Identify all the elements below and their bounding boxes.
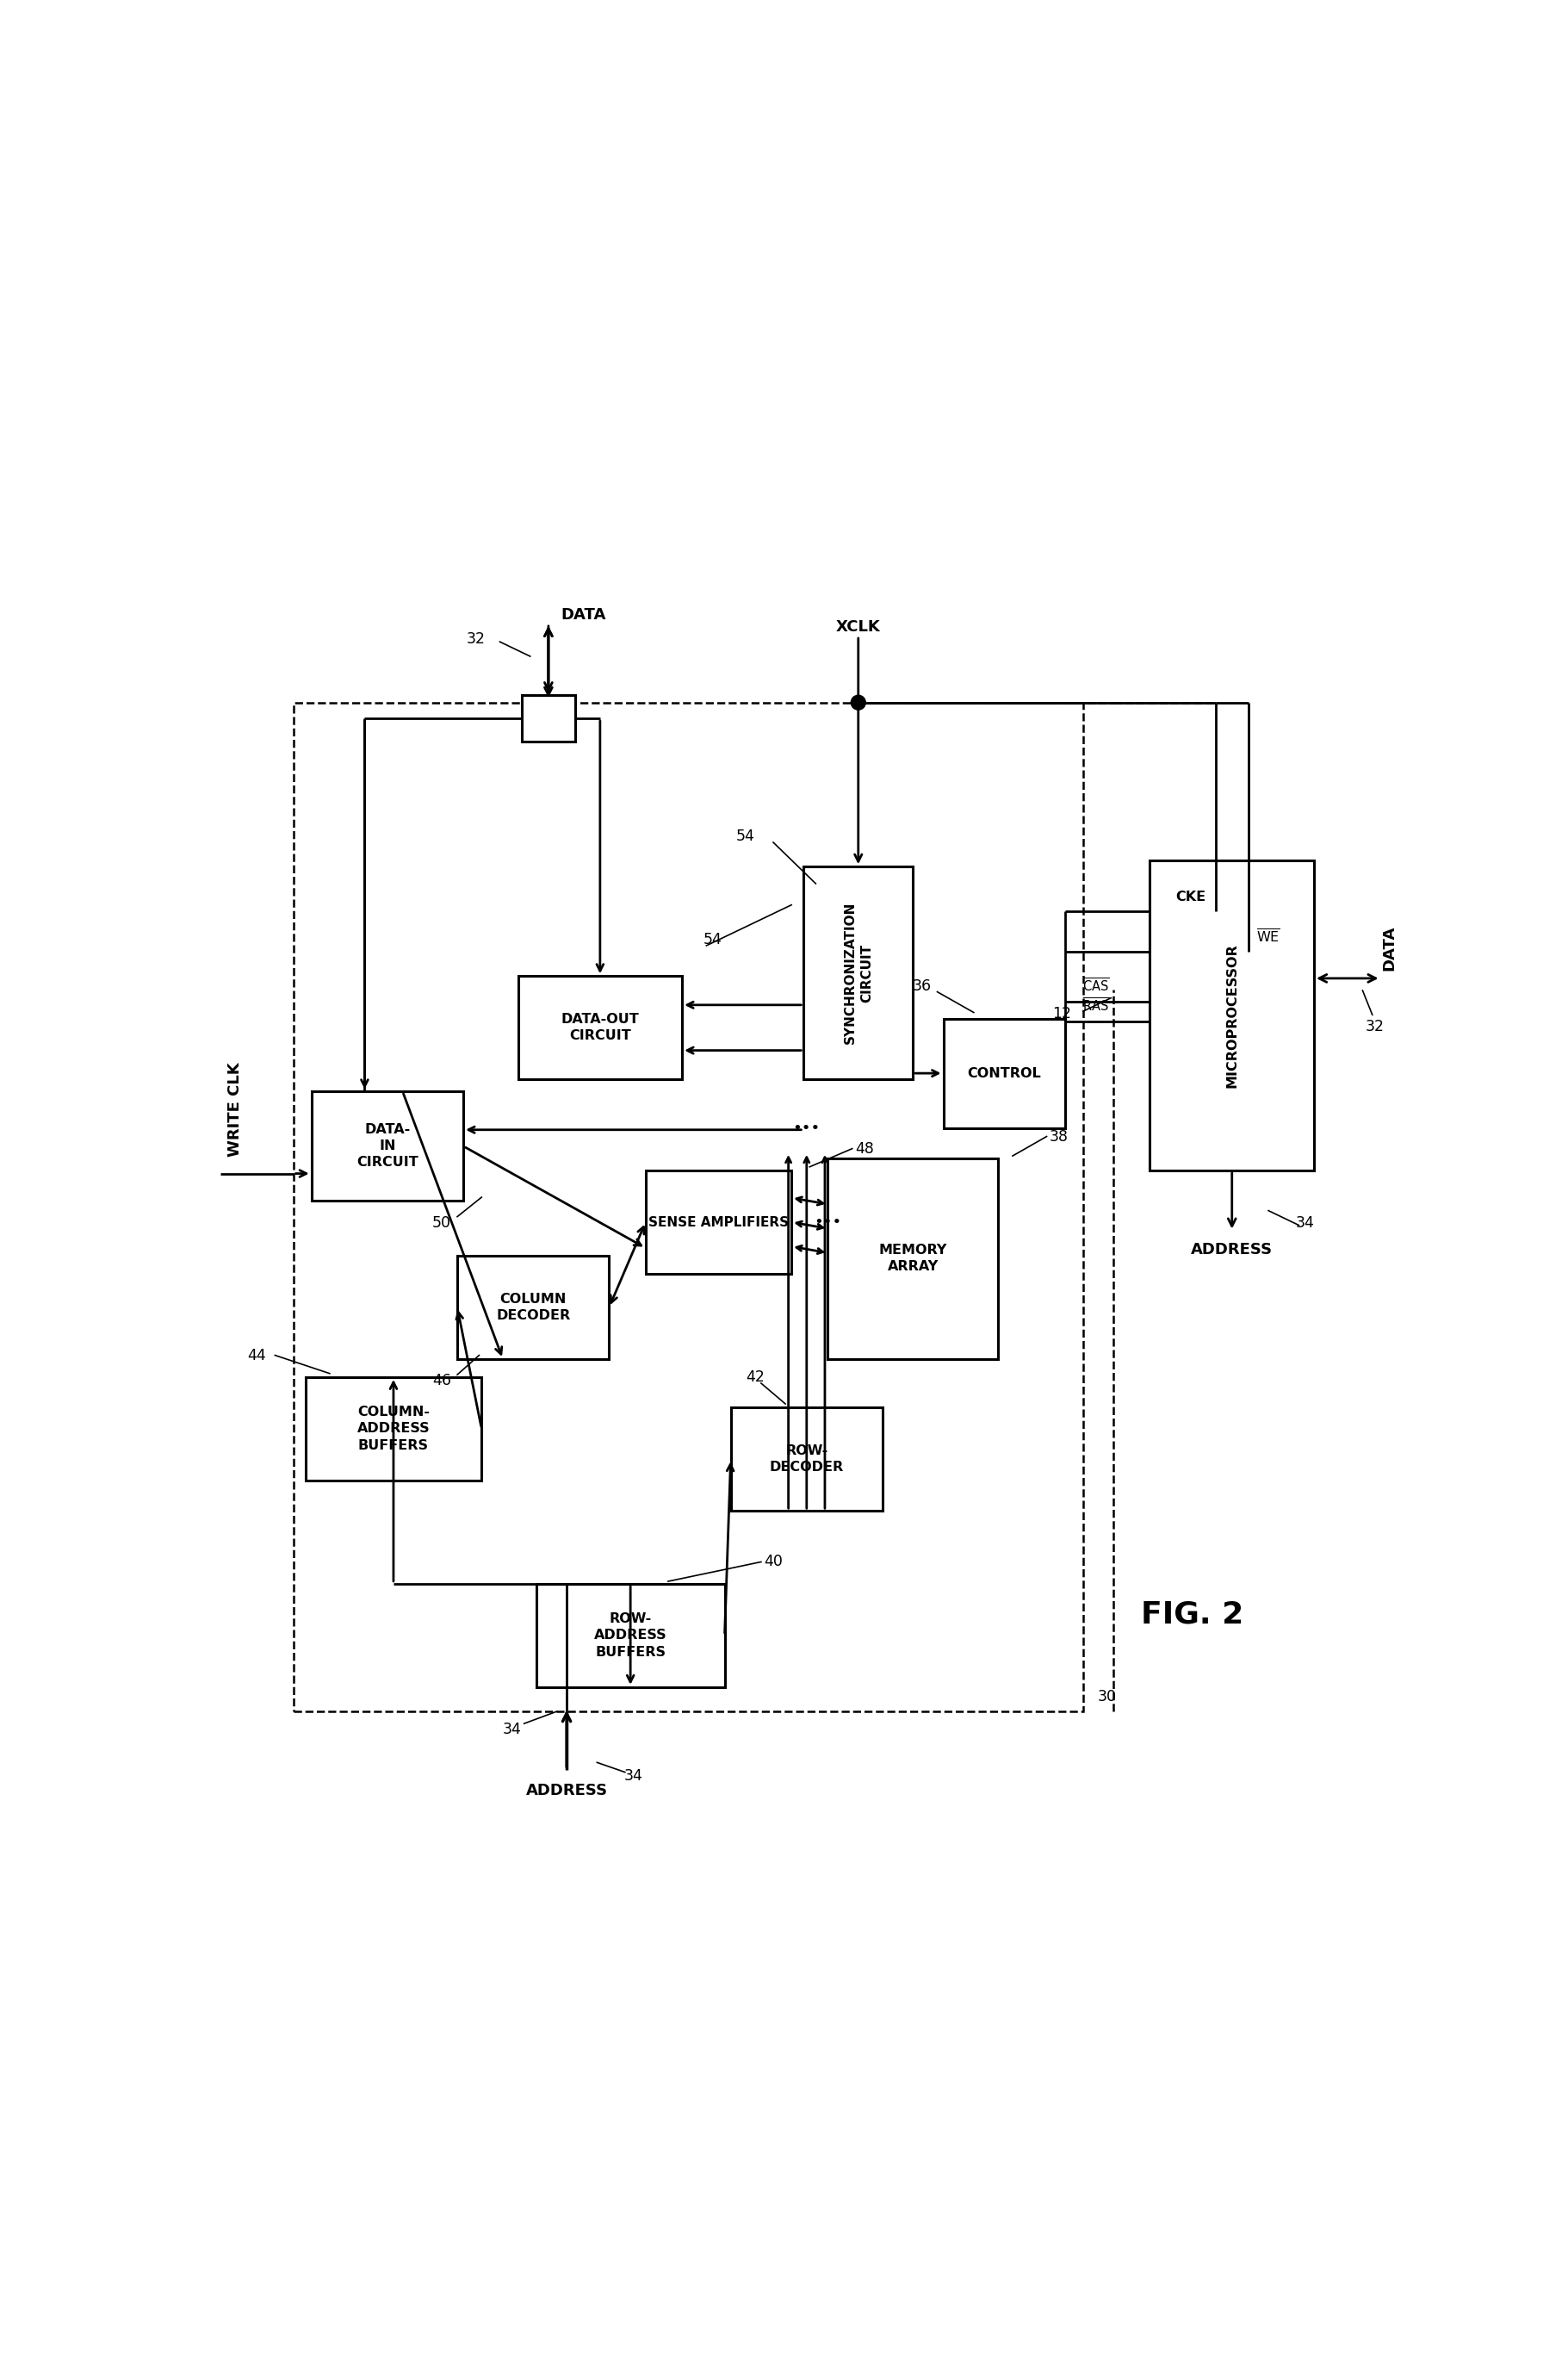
Bar [1149,861,1314,1170]
Bar [517,975,682,1080]
Text: DATA: DATA [561,606,605,623]
Text: COLUMN-
ADDRESS
BUFFERS: COLUMN- ADDRESS BUFFERS [358,1405,430,1453]
Bar [522,694,575,742]
Text: 34: 34 [1295,1215,1314,1229]
Text: 34: 34 [502,1722,522,1738]
Text: 54: 54 [702,932,721,946]
Text: ADDRESS: ADDRESS [525,1784,607,1798]
Bar [804,866,913,1080]
Text: •••: ••• [814,1215,842,1229]
Text: CKE: CKE [1176,889,1206,904]
Text: ROW-
ADDRESS
BUFFERS: ROW- ADDRESS BUFFERS [594,1612,666,1657]
Text: DATA-OUT
CIRCUIT: DATA-OUT CIRCUIT [561,1013,640,1042]
Text: 12: 12 [1052,1006,1071,1023]
Text: $\overline{\mathrm{WE}}$: $\overline{\mathrm{WE}}$ [1256,927,1279,946]
Text: •••: ••• [793,1120,820,1137]
Text: $\overline{\mathrm{CAS}}$: $\overline{\mathrm{CAS}}$ [1083,977,1110,994]
Text: 36: 36 [913,977,931,994]
Text: COLUMN
DECODER: COLUMN DECODER [495,1294,571,1322]
Text: 48: 48 [855,1141,873,1156]
Text: DATA: DATA [1381,925,1397,970]
Bar [944,1018,1065,1127]
Text: 38: 38 [1049,1130,1068,1144]
Text: SENSE AMPLIFIERS: SENSE AMPLIFIERS [648,1215,789,1229]
Bar [312,1092,464,1201]
Bar [646,1170,792,1275]
Bar [306,1377,481,1481]
Bar [536,1584,724,1686]
Bar [828,1158,999,1358]
Text: SYNCHRONIZATION
CIRCUIT: SYNCHRONIZATION CIRCUIT [844,901,873,1044]
Text: ROW-
DECODER: ROW- DECODER [770,1443,844,1474]
Text: 30: 30 [1098,1688,1116,1705]
Text: 40: 40 [764,1555,782,1569]
Bar [458,1256,608,1358]
Text: 34: 34 [624,1769,643,1784]
Circle shape [851,694,866,709]
Text: FIG. 2: FIG. 2 [1142,1600,1243,1629]
Text: 42: 42 [745,1370,765,1384]
Bar [731,1408,883,1510]
Text: 50: 50 [433,1215,452,1229]
Bar [293,702,1083,1712]
Text: 46: 46 [433,1372,452,1389]
Text: MEMORY
ARRAY: MEMORY ARRAY [878,1244,947,1272]
Text: XCLK: XCLK [836,618,881,635]
Text: 44: 44 [248,1348,267,1363]
Text: 32: 32 [466,633,485,647]
Text: WRITE CLK: WRITE CLK [227,1063,243,1158]
Text: CONTROL: CONTROL [967,1068,1041,1080]
Text: MICROPROCESSOR: MICROPROCESSOR [1226,944,1239,1087]
Text: DATA-
IN
CIRCUIT: DATA- IN CIRCUIT [356,1122,419,1170]
Text: $\overline{\mathrm{RAS}}$: $\overline{\mathrm{RAS}}$ [1083,996,1110,1015]
Text: 32: 32 [1366,1020,1385,1034]
Text: ADDRESS: ADDRESS [1192,1241,1273,1258]
Text: 54: 54 [735,828,756,844]
